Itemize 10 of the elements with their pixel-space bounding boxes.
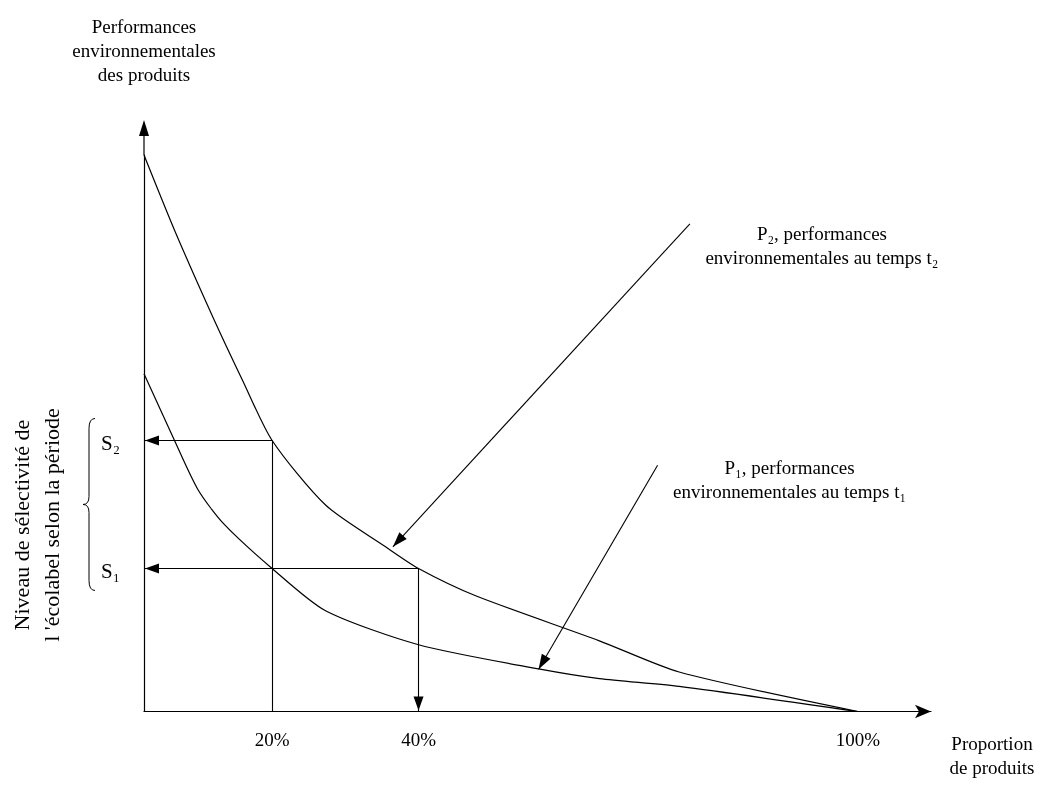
text: Niveau de sélectivité de l 'écolabel selon la période	[8, 408, 64, 642]
ref-line-label: S₂	[100, 431, 120, 456]
x-axis-title: Proportion de produits	[949, 732, 1035, 778]
annotation: P₁, performances environnementales au temps t₁	[673, 456, 907, 502]
ref-line-label: S₁	[100, 559, 120, 584]
x-tick-label: 100%	[835, 728, 881, 750]
x-tick-label: 40%	[401, 728, 437, 750]
annotation: P₂, performances environnementales au temps t₂	[705, 223, 939, 269]
y-axis-title: Performances environnementales des produits	[72, 15, 216, 85]
x-tick-label: 20%	[254, 728, 290, 750]
